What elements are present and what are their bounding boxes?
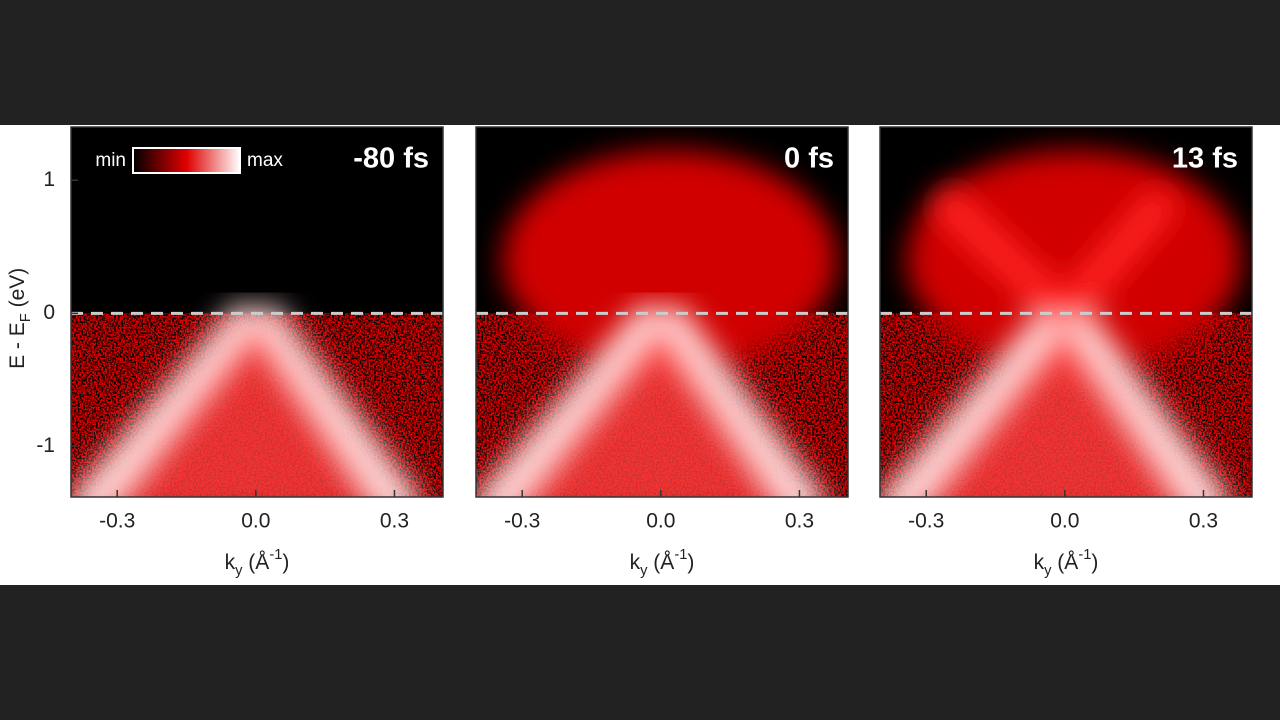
axis-label-sub: -1	[269, 547, 282, 563]
intensity-image	[476, 127, 848, 497]
axis-label-part: (eV)	[6, 268, 29, 314]
panel-title: -80 fs	[353, 143, 429, 175]
axis-label: E - EF (eV)	[6, 268, 34, 369]
x-tick-label: -0.3	[99, 510, 135, 533]
upper-cone	[928, 184, 1180, 326]
intensity-image	[71, 127, 443, 497]
cone-fill	[928, 323, 1181, 497]
excited-haze	[502, 150, 838, 371]
y-tick-label: 1	[43, 168, 55, 191]
x-tick-label: 0.0	[1050, 510, 1079, 533]
panel-title: 0 fs	[784, 143, 834, 175]
cone-band	[476, 299, 825, 497]
axis-label-part: (Å	[647, 551, 674, 574]
y-tick-label: 0	[43, 301, 55, 324]
axis-label-sub: y	[1044, 563, 1052, 579]
y-tick-label: -1	[36, 434, 55, 457]
axis-label-sub: F	[18, 313, 34, 322]
x-tick-label: 0.3	[785, 510, 814, 533]
cone	[880, 184, 1229, 497]
top-bar	[0, 0, 1280, 125]
x-tick-label: -0.3	[504, 510, 540, 533]
cone	[476, 299, 825, 497]
axis-label-part: k	[630, 551, 641, 574]
cone-fill	[119, 323, 372, 497]
colorbar-min-label: min	[95, 150, 126, 171]
plot-frame	[879, 126, 1253, 498]
intensity-image	[880, 127, 1252, 497]
x-tick-label: 0.3	[1189, 510, 1218, 533]
axis-label-part: (Å	[1051, 551, 1078, 574]
axis-label-sub: -1	[1078, 547, 1091, 563]
bottom-bar	[0, 585, 1280, 720]
cone-fill	[524, 323, 777, 497]
axis-label-part: (Å	[242, 551, 269, 574]
axis-label-sub: y	[640, 563, 648, 579]
panel-title: 13 fs	[1172, 143, 1238, 175]
x-tick-label: -0.3	[908, 510, 944, 533]
axis-label-part: )	[282, 551, 289, 574]
plot-frame	[475, 126, 849, 498]
cone-band	[880, 299, 1229, 497]
axis-label: ky (Å-1)	[630, 547, 695, 579]
axis-label: ky (Å-1)	[1034, 547, 1099, 579]
axis-label-sub: y	[235, 563, 243, 579]
plot-frame	[70, 126, 444, 498]
cone-band	[71, 299, 420, 497]
axis-label-sub: -1	[674, 547, 687, 563]
colorbar-max-label: max	[247, 150, 283, 171]
cone	[71, 299, 420, 497]
axis-label: ky (Å-1)	[225, 547, 290, 579]
axis-label-part: )	[687, 551, 694, 574]
axis-label-part: )	[1091, 551, 1098, 574]
axis-label-part: k	[225, 551, 236, 574]
x-tick-label: 0.3	[380, 510, 409, 533]
x-tick-label: 0.0	[646, 510, 675, 533]
axis-label-part: k	[1034, 551, 1045, 574]
axis-label-part: E - E	[6, 322, 29, 369]
colorbar	[132, 147, 241, 174]
x-tick-label: 0.0	[241, 510, 270, 533]
